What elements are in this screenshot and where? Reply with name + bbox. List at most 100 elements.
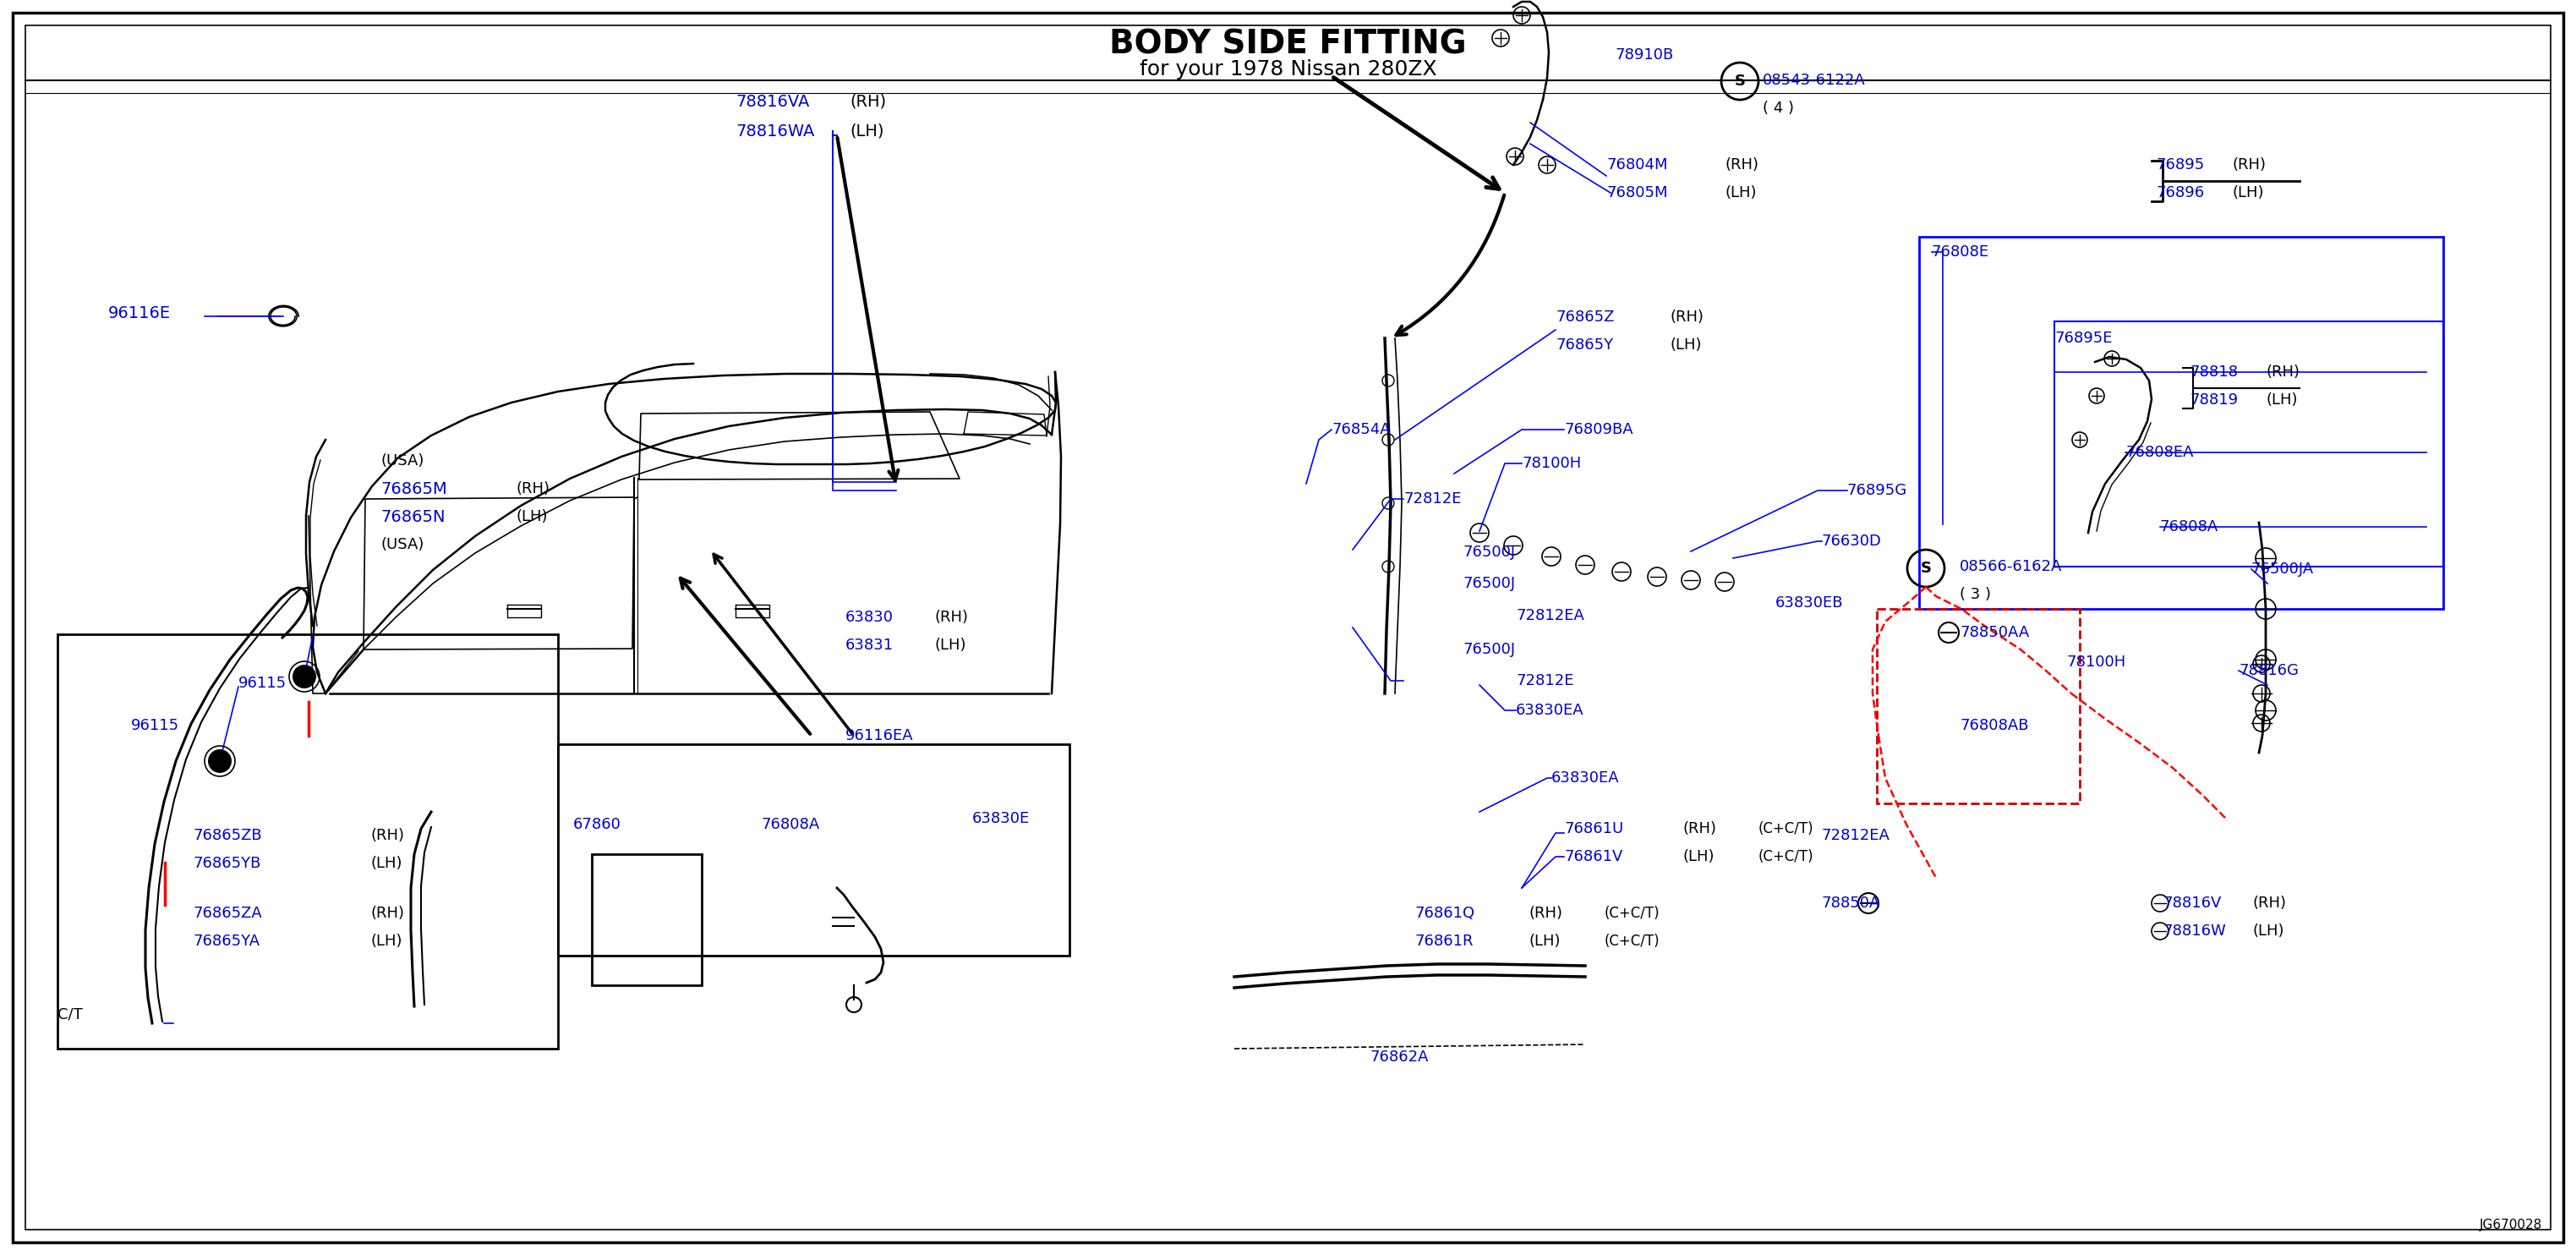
Text: 78816WA: 78816WA — [737, 123, 814, 139]
Text: JG670028: JG670028 — [2481, 1219, 2543, 1231]
Text: 78100H: 78100H — [1522, 456, 1582, 471]
Text: (RH): (RH) — [371, 906, 404, 921]
Text: 78816G: 78816G — [2239, 663, 2298, 678]
Text: 76805M: 76805M — [1607, 186, 1667, 201]
Text: 76865ZA: 76865ZA — [193, 906, 263, 921]
Bar — [2056, 321, 2442, 566]
Bar — [1919, 237, 2442, 609]
Text: (LH): (LH) — [1669, 338, 1700, 353]
Text: (LH): (LH) — [1528, 934, 1561, 949]
Text: (USA): (USA) — [381, 453, 425, 468]
Text: 78100H: 78100H — [2066, 655, 2125, 670]
Text: 76895G: 76895G — [1847, 483, 1906, 498]
Text: 76862A: 76862A — [1370, 1049, 1427, 1064]
Text: 08566-6162A: 08566-6162A — [1960, 558, 2063, 575]
Text: (C+C/T): (C+C/T) — [1605, 906, 1659, 921]
Bar — [559, 744, 1069, 955]
Text: 76804M: 76804M — [1607, 157, 1667, 172]
Text: 76896: 76896 — [2156, 186, 2205, 201]
Text: (USA): (USA) — [381, 537, 425, 552]
Text: 78910B: 78910B — [1615, 48, 1674, 63]
Text: 72812E: 72812E — [1404, 492, 1461, 507]
Text: 63830EA: 63830EA — [1551, 771, 1620, 786]
Text: 76808AB: 76808AB — [1960, 718, 2027, 733]
Text: 76895: 76895 — [2156, 157, 2205, 172]
Text: (RH): (RH) — [515, 481, 549, 497]
Text: 76500J: 76500J — [1463, 641, 1515, 658]
Text: (RH): (RH) — [850, 93, 886, 109]
Text: 78819: 78819 — [2190, 393, 2239, 408]
Text: 96115: 96115 — [131, 718, 180, 733]
Text: 76808EA: 76808EA — [2125, 444, 2195, 461]
Text: (LH): (LH) — [2231, 186, 2264, 201]
Text: (LH): (LH) — [935, 638, 966, 653]
Text: (RH): (RH) — [1682, 821, 1716, 836]
Text: (C+C/T): (C+C/T) — [1605, 934, 1659, 949]
Text: 78850A: 78850A — [1821, 896, 1880, 911]
Text: 96116EA: 96116EA — [845, 728, 914, 743]
Text: 78816V: 78816V — [2164, 896, 2221, 911]
Text: 72812EA: 72812EA — [1821, 828, 1891, 843]
Text: 76865ZB: 76865ZB — [193, 828, 263, 843]
Text: 78818: 78818 — [2190, 364, 2239, 380]
Text: 76865N: 76865N — [381, 508, 446, 525]
Text: (LH): (LH) — [515, 510, 549, 525]
Text: BODY SIDE FITTING: BODY SIDE FITTING — [1110, 28, 1466, 60]
Text: 78816W: 78816W — [2164, 924, 2226, 939]
FancyArrowPatch shape — [1396, 195, 1504, 335]
Text: 72812E: 72812E — [1515, 673, 1574, 689]
Text: 76500JA: 76500JA — [2251, 561, 2313, 577]
Text: C/T: C/T — [57, 1008, 82, 1023]
Text: 76809BA: 76809BA — [1564, 422, 1633, 437]
Text: (LH): (LH) — [1726, 186, 1757, 201]
Text: 76865Z: 76865Z — [1556, 310, 1615, 325]
Text: 76865M: 76865M — [381, 481, 448, 497]
Text: (LH): (LH) — [371, 934, 402, 949]
Text: (RH): (RH) — [1669, 310, 1703, 325]
Text: 76861Q: 76861Q — [1414, 906, 1473, 921]
Text: 72812EA: 72812EA — [1515, 609, 1584, 624]
Text: (LH): (LH) — [850, 123, 884, 139]
Circle shape — [294, 665, 317, 689]
Text: for your 1978 Nissan 280ZX: for your 1978 Nissan 280ZX — [1139, 59, 1437, 79]
Text: (RH): (RH) — [935, 610, 969, 625]
Text: 76854A: 76854A — [1332, 422, 1391, 437]
Text: (LH): (LH) — [1682, 850, 1713, 865]
Text: 76865Y: 76865Y — [1556, 338, 1613, 353]
Text: 76861R: 76861R — [1414, 934, 1473, 949]
Text: (LH): (LH) — [2254, 924, 2285, 939]
Text: (RH): (RH) — [2254, 896, 2287, 911]
Text: 78850AA: 78850AA — [1960, 625, 2030, 640]
Circle shape — [209, 749, 232, 773]
Bar — [592, 855, 701, 985]
Text: 67860: 67860 — [574, 817, 621, 832]
Text: 76808E: 76808E — [1932, 245, 1989, 260]
Text: ( 3 ): ( 3 ) — [1960, 587, 1991, 602]
Text: ( 4 ): ( 4 ) — [1762, 100, 1793, 115]
Text: 76861V: 76861V — [1564, 850, 1623, 865]
Text: 76500J: 76500J — [1463, 545, 1515, 560]
Text: (LH): (LH) — [371, 856, 402, 871]
Text: 96115: 96115 — [240, 675, 286, 692]
Text: 76808A: 76808A — [760, 817, 819, 832]
Text: 76865YB: 76865YB — [193, 856, 260, 871]
Text: (RH): (RH) — [1726, 157, 1759, 172]
Text: 63830EA: 63830EA — [1515, 703, 1584, 718]
Text: (C+C/T): (C+C/T) — [1759, 850, 1814, 865]
Text: 63831: 63831 — [845, 638, 894, 653]
Text: (C+C/T): (C+C/T) — [1759, 821, 1814, 836]
Text: (LH): (LH) — [2267, 393, 2298, 408]
Text: 63830: 63830 — [845, 610, 894, 625]
Bar — [57, 634, 559, 1049]
Text: 08543-6122A: 08543-6122A — [1762, 73, 1865, 88]
Bar — [1878, 609, 2079, 803]
Text: 96116E: 96116E — [108, 305, 170, 321]
Text: 63830EB: 63830EB — [1775, 595, 1844, 611]
Text: S: S — [1734, 74, 1747, 89]
Text: (RH): (RH) — [1528, 906, 1561, 921]
Text: 63830E: 63830E — [971, 811, 1030, 826]
Text: (RH): (RH) — [371, 828, 404, 843]
Text: S: S — [1919, 561, 1932, 576]
Text: (RH): (RH) — [2231, 157, 2267, 172]
Text: (RH): (RH) — [2267, 364, 2300, 380]
